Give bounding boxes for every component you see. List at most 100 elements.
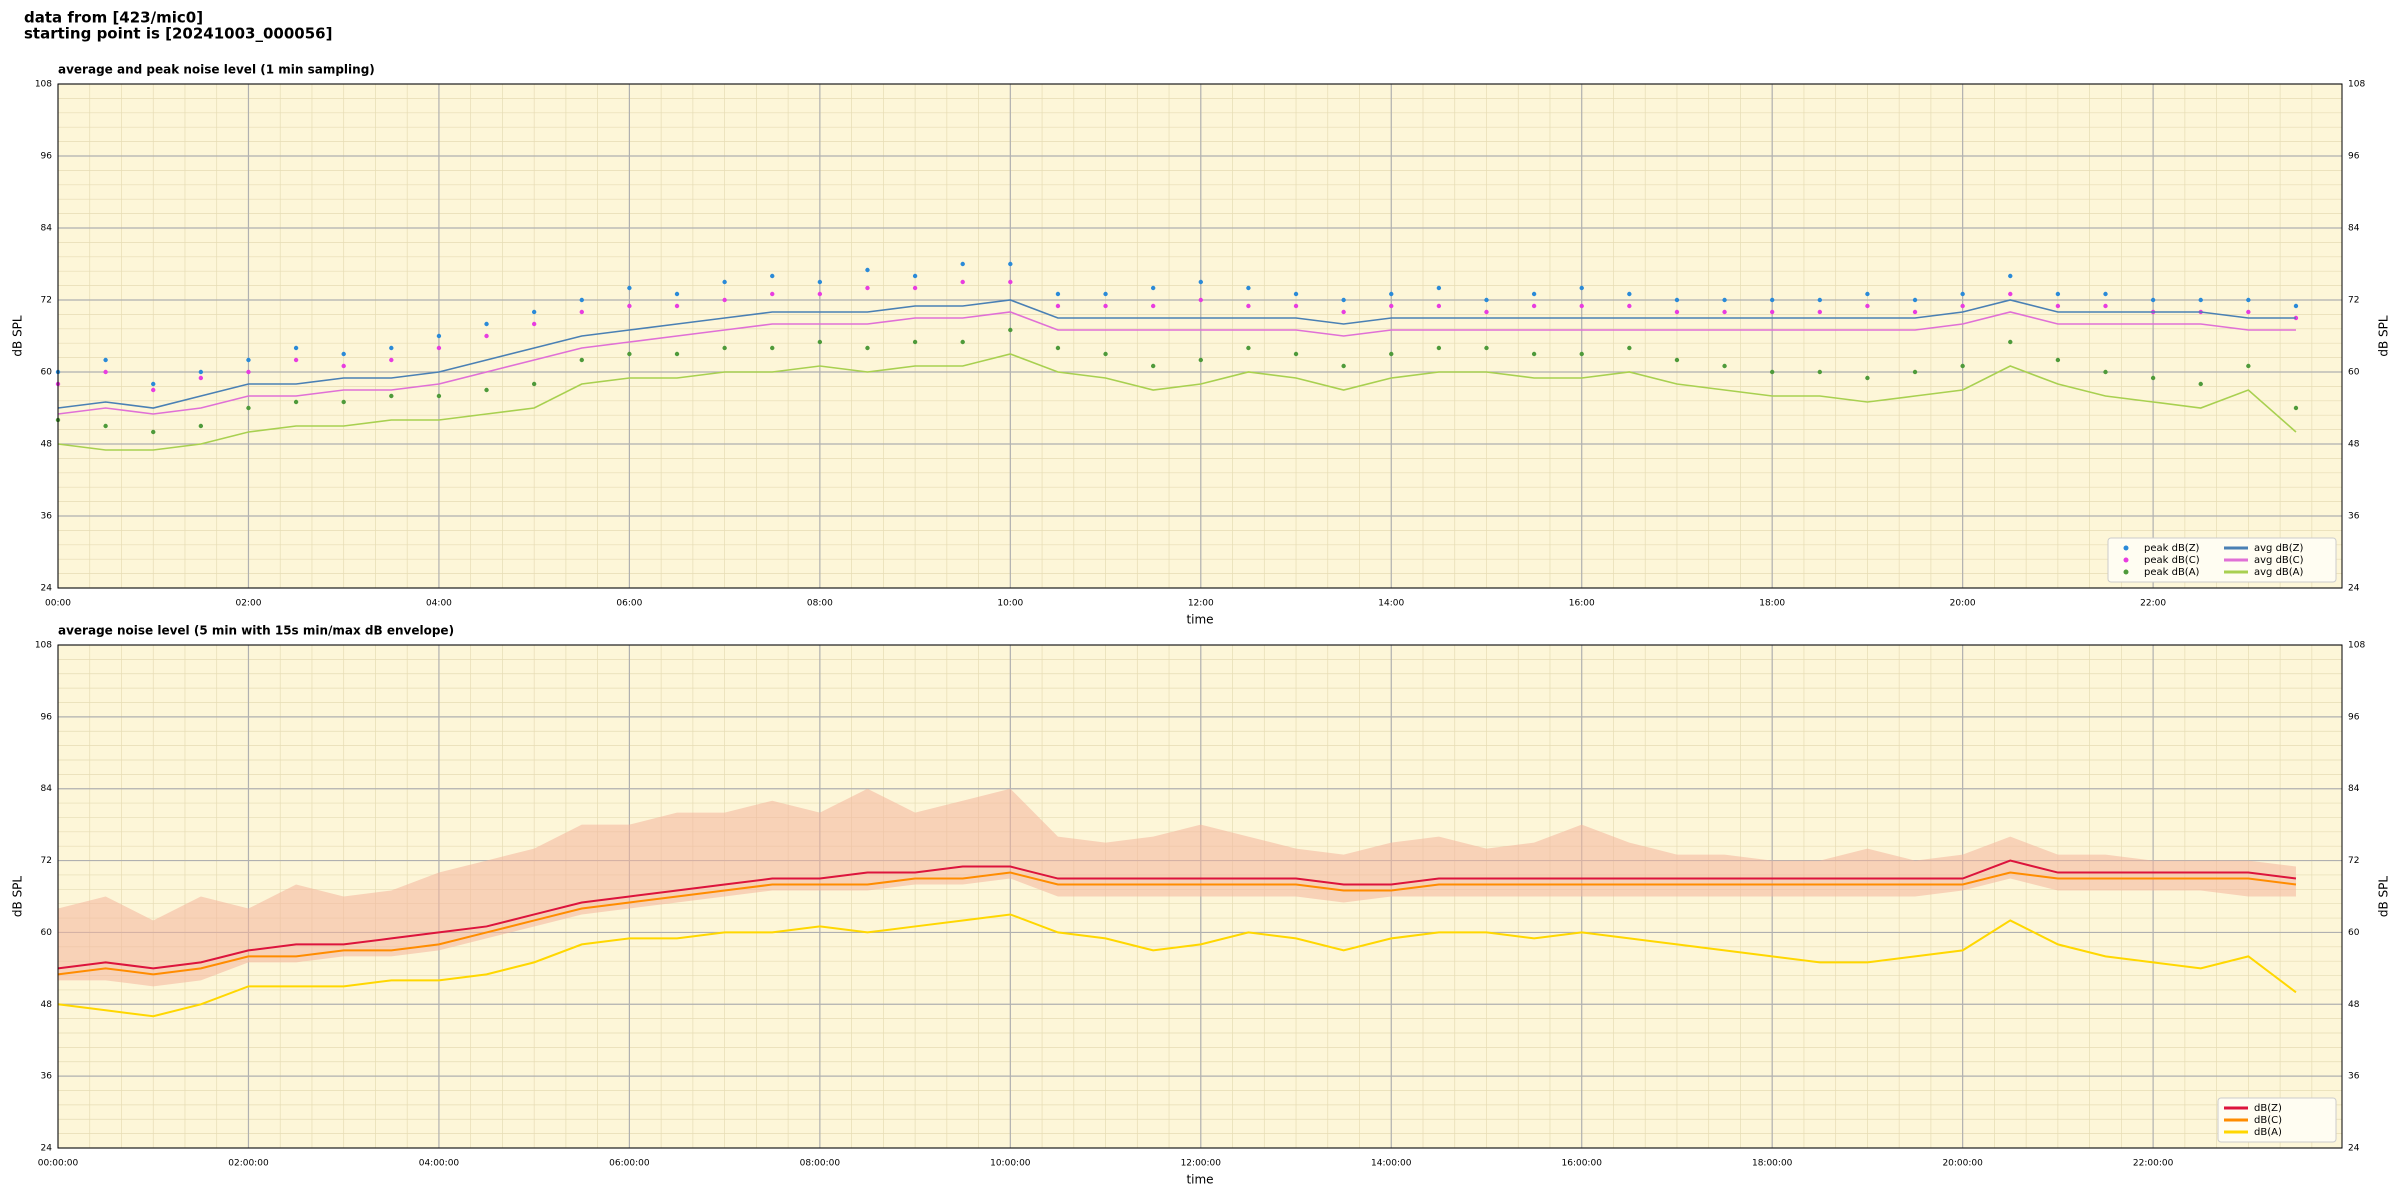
peak-point xyxy=(2246,309,2251,315)
y2-axis-label: dB SPL xyxy=(2377,315,2391,357)
x-tick-label: 00:00:00 xyxy=(38,1159,79,1169)
peak-point xyxy=(579,297,584,303)
peak-point xyxy=(1055,345,1061,351)
peak-point xyxy=(1627,291,1632,297)
x-tick-label: 12:00 xyxy=(1188,599,1214,609)
y-tick-label: 84 xyxy=(41,784,53,794)
x-tick-label: 20:00 xyxy=(1950,599,1976,609)
peak-point xyxy=(484,333,489,339)
peak-point xyxy=(1579,351,1584,357)
peak-point xyxy=(960,261,965,267)
peak-point xyxy=(1722,363,1727,369)
y-tick-label: 96 xyxy=(41,152,53,162)
x-tick-label: 02:00 xyxy=(235,599,261,609)
peak-point xyxy=(1817,297,1823,303)
x-tick-label: 04:00:00 xyxy=(419,1159,460,1169)
peak-point xyxy=(1531,303,1537,309)
peak-point xyxy=(293,357,299,363)
peak-point xyxy=(484,387,489,393)
peak-point xyxy=(1960,303,1965,309)
envelope xyxy=(58,788,2296,987)
peak-point xyxy=(1198,279,1203,285)
y2-tick-label: 24 xyxy=(2348,584,2360,594)
peak-point xyxy=(2055,357,2061,363)
peak-point xyxy=(1865,291,1870,297)
y-tick-label: 72 xyxy=(41,296,52,306)
peak-point xyxy=(246,357,251,363)
peak-point xyxy=(1579,303,1584,309)
peak-point xyxy=(198,369,204,375)
peak-point xyxy=(1341,309,1346,315)
x-tick-label: 10:00:00 xyxy=(990,1159,1031,1169)
legend-marker xyxy=(2123,545,2129,551)
peak-point xyxy=(103,423,108,429)
legend-label: dB(A) xyxy=(2254,1127,2282,1138)
peak-point xyxy=(198,423,204,429)
peak-point xyxy=(389,393,394,399)
peak-point xyxy=(627,351,632,357)
peak-point xyxy=(1531,351,1537,357)
peak-point xyxy=(1769,369,1775,375)
peak-point xyxy=(2293,405,2299,411)
peak-point xyxy=(151,387,156,393)
suptitle-line: data from [423/mic0] xyxy=(24,9,203,27)
peak-point xyxy=(246,405,251,411)
y-tick-label: 108 xyxy=(35,641,52,651)
peak-point xyxy=(1436,303,1442,309)
y-axis-label: dB SPL xyxy=(11,315,25,357)
peak-point xyxy=(674,291,680,297)
y-tick-label: 36 xyxy=(41,512,53,522)
peak-point xyxy=(198,375,204,381)
peak-point xyxy=(1484,309,1489,315)
peak-point xyxy=(1341,297,1346,303)
x-tick-label: 16:00:00 xyxy=(1562,1159,1603,1169)
y2-tick-label: 84 xyxy=(2348,224,2360,234)
series-line xyxy=(57,311,2296,415)
peak-point xyxy=(1389,291,1394,297)
series-line xyxy=(57,913,2297,1018)
peak-point xyxy=(2103,303,2108,309)
plot-frame xyxy=(57,83,2343,589)
peak-point xyxy=(389,357,394,363)
x-tick-label: 22:00:00 xyxy=(2133,1159,2174,1169)
peak-point xyxy=(1293,351,1299,357)
panel-title: average noise level (5 min with 15s min/… xyxy=(58,624,454,638)
peak-point xyxy=(2008,291,2013,297)
peak-point xyxy=(341,363,346,369)
peak-point xyxy=(1531,291,1537,297)
x-tick-label: 10:00 xyxy=(997,599,1023,609)
peak-point xyxy=(912,339,918,345)
peak-point xyxy=(1198,357,1203,363)
peak-point xyxy=(1960,363,1965,369)
y-tick-label: 24 xyxy=(41,584,53,594)
legend-label: peak dB(Z) xyxy=(2144,543,2200,554)
legend-label: dB(C) xyxy=(2254,1115,2282,1126)
peak-point xyxy=(674,351,680,357)
legend-label: avg dB(Z) xyxy=(2254,543,2304,554)
peak-point xyxy=(2198,297,2203,303)
peak-point xyxy=(579,309,584,315)
peak-point xyxy=(341,399,346,405)
y2-axis-label: dB SPL xyxy=(2377,876,2391,918)
peak-point xyxy=(912,273,918,279)
peak-point xyxy=(1912,309,1918,315)
x-tick-label: 06:00:00 xyxy=(609,1159,650,1169)
peak-point xyxy=(1150,303,1156,309)
peak-point xyxy=(865,267,870,273)
y2-tick-label: 24 xyxy=(2348,1144,2360,1154)
peak-point xyxy=(1674,309,1680,315)
legend-label: dB(Z) xyxy=(2254,1103,2282,1114)
peak-point xyxy=(1674,297,1680,303)
peak-point xyxy=(2008,273,2013,279)
panel-title: average and peak noise level (1 min samp… xyxy=(58,63,375,77)
peak-point xyxy=(627,303,632,309)
y2-tick-label: 96 xyxy=(2348,152,2360,162)
peak-point xyxy=(2150,375,2156,381)
legend-label: peak dB(A) xyxy=(2144,567,2200,578)
peak-point xyxy=(341,351,346,357)
y2-tick-label: 84 xyxy=(2348,784,2360,794)
legend-label: peak dB(C) xyxy=(2144,555,2200,566)
series-line xyxy=(57,299,2296,409)
peak-point xyxy=(722,345,727,351)
